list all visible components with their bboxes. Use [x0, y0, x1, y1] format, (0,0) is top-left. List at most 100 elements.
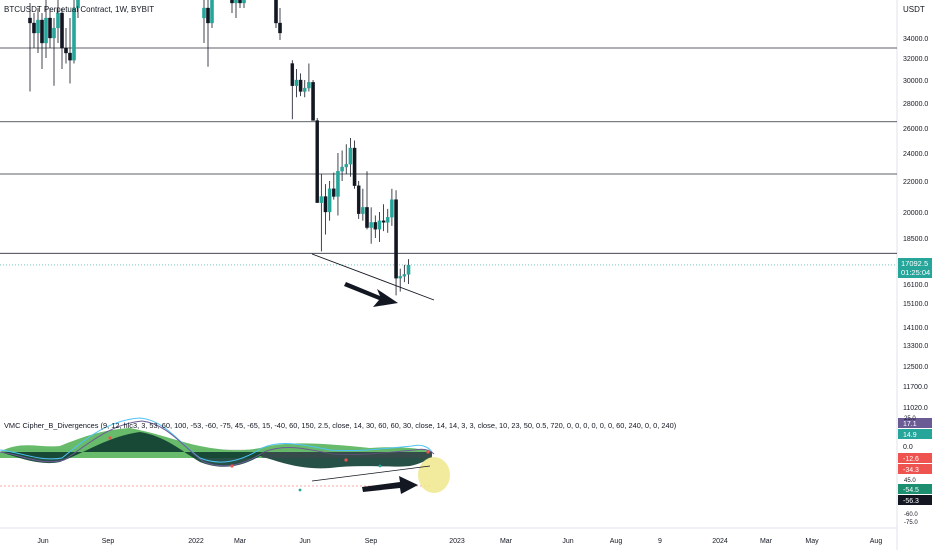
candle-body [302, 87, 307, 92]
time-axis-labels[interactable]: Jun Sep 2022 Mar Jun Sep 2023 Mar Jun Aug 9 2024 Mar… [37, 538, 882, 545]
time-axis-label: Aug [610, 538, 623, 545]
candle-body [390, 199, 394, 218]
price-tick-label: 18500.0 [903, 236, 928, 243]
price-tick-label: 22000.0 [903, 179, 928, 186]
candle-body [28, 17, 32, 24]
candle-body [290, 63, 295, 86]
price-axis-ticks[interactable]: 34000.0 32000.0 30000.0 28000.0 26000.0 24000… [903, 36, 928, 412]
indicator-badge-bg [898, 418, 932, 428]
indicator-badge-value: -34.3 [903, 467, 919, 474]
price-tick-label: 30000.0 [903, 78, 928, 85]
time-axis-label: Mar [760, 538, 773, 545]
indicator-badge-value: 14.9 [903, 432, 917, 439]
time-axis-label: Jun [37, 538, 48, 545]
candle-body [311, 82, 315, 121]
indicator-badge-value: -12.6 [903, 456, 919, 463]
candle-body [44, 17, 48, 44]
time-axis-label: 2022 [188, 538, 204, 545]
symbol-title: BTCUSDT Perpetual Contract, 1W, BYBIT [4, 5, 154, 14]
sell-dot [344, 458, 348, 462]
candle-body [202, 7, 206, 19]
indicator-badge-bg [898, 453, 932, 463]
candle-body [206, 7, 210, 24]
indicator-value-badges: 17.1 14.9 0.0 -12.6 -34.3 -54.5 -56.3 [898, 418, 932, 505]
candle-body [72, 7, 76, 61]
candle-body [242, 0, 246, 4]
price-tick-label: 26000.0 [903, 126, 928, 133]
indicator-badge-value: 17.1 [903, 421, 917, 428]
candle-body [365, 207, 369, 228]
candle-body [332, 188, 336, 197]
price-tick-label: 28000.0 [903, 101, 928, 108]
time-axis-label: May [805, 538, 819, 545]
indicator-tick-label: -60.0 [904, 512, 918, 518]
indicator-badge-bg [898, 495, 932, 505]
candle-body [402, 274, 407, 277]
candle-body [52, 27, 56, 39]
indicator-title[interactable]: VMC Cipher_B_Divergences (9, 12, hlc3, 3… [4, 421, 676, 430]
candle-body [344, 164, 348, 168]
candle-body [56, 12, 60, 29]
candles [28, 0, 411, 296]
time-axis-label: Mar [234, 538, 247, 545]
price-tick-label: 16100.0 [903, 282, 928, 289]
price-tick-label: 12500.0 [903, 364, 928, 371]
candle-body [327, 188, 332, 213]
price-tick-label: 11020.0 [903, 405, 928, 412]
indicator-badge-value: -54.5 [903, 487, 919, 494]
candle-body [340, 166, 344, 172]
price-tick-label: 11700.0 [903, 384, 928, 391]
time-axis-label: Sep [365, 538, 378, 545]
candle-body [298, 79, 303, 92]
candle-body [68, 52, 72, 61]
down-arrow-indicator [362, 476, 418, 494]
indicator-axis-ticks: 25.0 45.0 -60.0 -75.0 [904, 416, 918, 526]
price-pane[interactable] [0, 0, 897, 412]
last-price-badge: 17092.5 01:25:04 [898, 258, 932, 278]
price-tick-label: 14100.0 [903, 325, 928, 332]
candle-body [278, 22, 282, 34]
buy-dot [378, 464, 382, 468]
price-tick-label: 13300.0 [903, 343, 928, 350]
candle-body [210, 0, 214, 24]
candle-body [406, 264, 411, 275]
candle-body [336, 171, 340, 197]
candle-body [40, 19, 44, 44]
currency-label: USDT [903, 5, 925, 14]
candle-body [230, 0, 234, 4]
horizontal-levels [0, 47, 897, 266]
time-axis-label: 2023 [449, 538, 465, 545]
time-axis-label: Jun [562, 538, 573, 545]
candle-body [394, 199, 398, 279]
candle-body [307, 82, 311, 89]
candle-body [373, 222, 378, 230]
candle-body [381, 220, 386, 223]
candle-body [377, 220, 382, 230]
sell-dot [230, 464, 234, 468]
time-axis-label: Sep [102, 538, 115, 545]
candle-body [36, 19, 40, 34]
candle-body [348, 147, 353, 165]
indicator-badge-bg [898, 484, 932, 494]
sell-dot [426, 450, 430, 454]
time-axis-label: Mar [500, 538, 513, 545]
candle-body [323, 196, 328, 213]
buy-dot [298, 488, 302, 492]
candle-body [234, 0, 238, 4]
indicator-badge-value: 0.0 [903, 444, 913, 451]
divergence-line-price [311, 253, 435, 301]
candle-body [356, 185, 361, 214]
indicator-badge-bg [898, 429, 932, 439]
candle-body [319, 196, 324, 203]
indicator-tick-label: 25.0 [904, 416, 916, 422]
price-tick-label: 24000.0 [903, 151, 928, 158]
divergence-line-indicator [311, 465, 431, 482]
indicator-badge-bg [898, 441, 932, 451]
wave-dark-area [0, 432, 432, 469]
indicator-tick-label: 45.0 [904, 478, 916, 484]
time-axis-label: Jun [299, 538, 310, 545]
price-tick-label: 34000.0 [903, 36, 928, 43]
candle-body [369, 222, 373, 228]
divergence-circle [418, 457, 450, 493]
